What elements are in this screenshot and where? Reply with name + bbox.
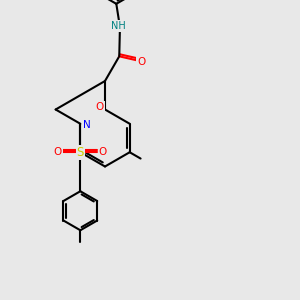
Text: O: O [137,57,146,67]
Text: N: N [83,120,91,130]
Text: O: O [54,147,62,157]
Text: O: O [99,147,107,157]
Text: O: O [95,101,104,112]
Text: NH: NH [111,21,126,31]
Text: S: S [76,146,84,159]
